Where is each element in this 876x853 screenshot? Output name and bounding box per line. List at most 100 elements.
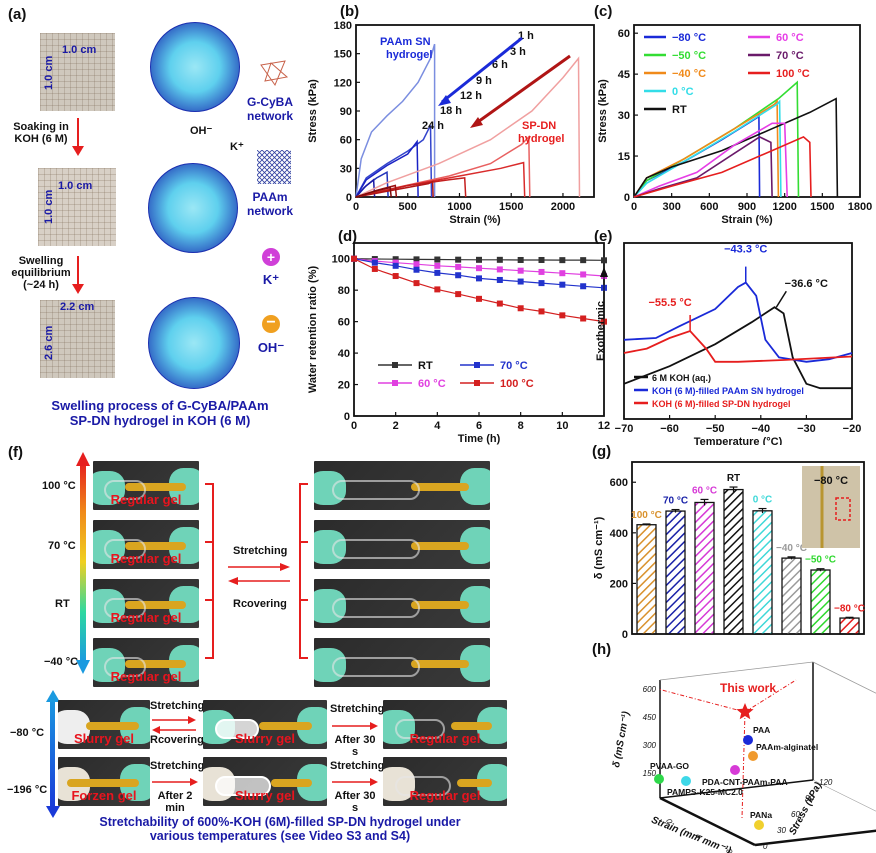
legend-label: −40 °C — [672, 68, 706, 80]
low-temp-gradient-bar — [50, 697, 55, 809]
series-line — [355, 124, 433, 198]
y-tick-label: 60 — [618, 28, 630, 40]
paam-legend-line1: PAAm — [252, 190, 288, 204]
inset-highlight-box — [835, 497, 851, 521]
photo-minus80c-regular: Regular gel — [383, 700, 507, 749]
y-tick-label: 80 — [338, 285, 350, 297]
data-point — [476, 265, 482, 272]
scatter-point — [681, 776, 691, 786]
y-tick-label: 60 — [340, 135, 352, 147]
left-bracket — [205, 483, 214, 659]
y-tick-label: 15 — [618, 151, 630, 163]
oh-ion-label: OH⁻ — [190, 125, 213, 137]
data-point — [434, 286, 441, 293]
x-tick-label: −40 — [751, 423, 770, 435]
after-30s-label-a: After 30 s — [334, 734, 376, 758]
z-axis-line — [754, 829, 876, 847]
y-tick-label: 30 — [340, 163, 352, 175]
time-annotation: 24 h — [422, 120, 444, 132]
panel-a-caption-line1: Swelling process of G-CyBA/PAAm — [51, 398, 269, 413]
y-tick-label: 40 — [338, 348, 350, 360]
data-point — [392, 256, 399, 263]
scatter-point — [754, 820, 764, 830]
data-point — [476, 256, 482, 263]
time-annotation: 12 h — [460, 90, 482, 102]
data-point — [559, 270, 566, 277]
data-point — [413, 280, 420, 287]
legend-label: 70 °C — [776, 50, 804, 62]
step1-line1: Soaking in — [13, 121, 69, 133]
right-arrow-icon — [332, 722, 378, 730]
data-point — [538, 280, 545, 287]
data-point — [580, 315, 587, 322]
height-label-2: 1.0 cm — [43, 189, 55, 224]
gel-photo-swollen — [40, 300, 115, 378]
data-point — [476, 275, 482, 282]
bar-category-label: −50 °C — [805, 555, 836, 566]
x-tick-label: 1200 — [772, 201, 796, 213]
paam-trend-arrow — [441, 36, 523, 104]
x-tick-label: 2 — [393, 420, 399, 432]
data-point — [580, 257, 587, 264]
photo-70c-relaxed: Regular gel — [93, 520, 199, 569]
data-point — [434, 262, 441, 269]
temperature-gradient-bar — [80, 462, 86, 662]
bar — [810, 569, 831, 635]
stretching-label: Stretching — [233, 545, 288, 557]
network-zoom-2 — [148, 163, 238, 253]
after-2min-label: After 2 min — [157, 790, 193, 814]
annotation-paam: PAAm SN — [380, 36, 431, 48]
bar-category-label: −80 °C — [834, 603, 865, 614]
data-point — [371, 259, 378, 266]
x-tick-label: 12 — [598, 420, 610, 432]
legend-label: KOH (6 M)-filled SP-DN hydrogel — [652, 399, 791, 409]
x-tick-label: 2000 — [551, 201, 575, 213]
potassium-ion-icon: + — [262, 248, 280, 266]
y-axis-label: δ (mS cm⁻¹) — [611, 710, 632, 769]
point-label: PAAm-alginatel — [756, 742, 818, 752]
x-tick-label: 1000 — [447, 201, 471, 213]
x-axis-label: Strain (%) — [721, 214, 773, 226]
back-floor-edge — [659, 779, 814, 799]
point-label: PVAA-GO — [650, 761, 689, 771]
y-tick-label: 0 — [624, 192, 630, 204]
annotation-spdn: SP-DN — [522, 120, 556, 132]
chart-h-3d-comparison: (h)150300450600048120306090120δ (mS cm⁻¹… — [592, 641, 876, 853]
bar — [839, 617, 860, 635]
panel-f-caption-line2: various temperatures (see Video S3 and S… — [149, 829, 411, 843]
network-zoom-1 — [150, 22, 240, 112]
right-arrow-icon — [332, 778, 378, 786]
gel-state-label: Regular gel — [409, 731, 481, 746]
chart-d-water-retention: 0 2 4 6 8 10 12 0 20 40 60 80 100 Time (h) Water reten… — [307, 228, 610, 445]
low-temp-arrow-up-icon — [46, 690, 60, 702]
panel-f-label: (f) — [8, 444, 23, 461]
y-tick-label: 0 — [622, 629, 628, 641]
legend-marker — [392, 362, 398, 368]
exothermic-arrowhead — [600, 267, 608, 277]
x-tick-label: 1500 — [499, 201, 523, 213]
data-point — [538, 308, 545, 315]
stretching-label-minus80b: Stretching — [330, 703, 385, 715]
data-point — [601, 257, 607, 264]
bar — [723, 488, 744, 635]
stretch-recover-arrows-icon — [228, 563, 290, 585]
x-tick-label: 0 — [631, 201, 637, 213]
right-arrow-icon — [152, 778, 198, 786]
point-label: This work — [720, 681, 776, 695]
right-bracket — [299, 483, 308, 659]
plot-frame — [623, 242, 853, 420]
gradient-arrow-up-icon — [76, 452, 90, 466]
scatter-point — [743, 735, 753, 745]
bar-category-label: −40 °C — [776, 543, 807, 554]
ohminus-legend: OH⁻ — [257, 340, 285, 355]
data-point — [455, 291, 462, 298]
series-line — [633, 135, 773, 198]
chart-c-stress-strain-temperature: 0 300 600 900 1200 1500 1800 0 15 30 45 60 Strain (%… — [594, 3, 872, 226]
network-zoom-3 — [148, 297, 240, 389]
panel-label: (b) — [340, 3, 359, 20]
paam-legend-line2: network — [246, 204, 293, 218]
peak-annotation: −36.6 °C — [785, 278, 828, 290]
photo-100c-stretched — [314, 461, 490, 510]
bar-category-label: 70 °C — [663, 496, 688, 507]
x-tick-label: 0 — [664, 818, 674, 826]
